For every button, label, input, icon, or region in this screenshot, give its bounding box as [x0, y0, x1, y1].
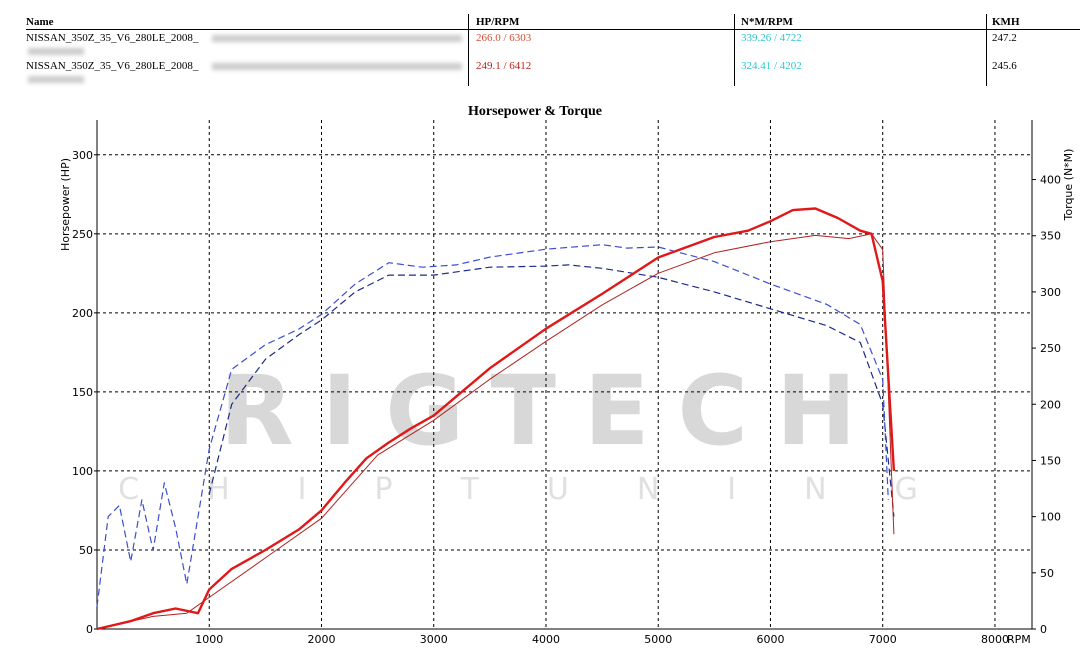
- chart: Horsepower & TorqueRIGTECHCHIPTUNING1000…: [59, 104, 1075, 646]
- series-line: [96, 207, 896, 631]
- redacted: [28, 76, 84, 83]
- col-rule: [986, 14, 987, 86]
- torque-rpm: 339.26 / 4722: [741, 32, 802, 44]
- x-tick-label: 7000: [869, 633, 897, 646]
- car-name: NISSAN_350Z_35_V6_280LE_2008_: [26, 60, 199, 72]
- x-tick-label: 6000: [756, 633, 784, 646]
- col-rule: [734, 14, 735, 86]
- y2-tick-label: 200: [1040, 398, 1061, 411]
- y-tick-label: 100: [72, 465, 93, 478]
- y-tick-label: 250: [72, 228, 93, 241]
- x-tick-label: 1000: [195, 633, 223, 646]
- y2-tick-label: 250: [1040, 342, 1061, 355]
- col-rule: [468, 14, 469, 86]
- car-name: NISSAN_350Z_35_V6_280LE_2008_: [26, 32, 199, 44]
- hp-rpm: 249.1 / 6412: [476, 60, 532, 72]
- y2-tick-label: 150: [1040, 454, 1061, 467]
- redacted: [28, 48, 84, 55]
- col-header: KMH: [992, 16, 1020, 28]
- y-tick-label: 0: [86, 623, 93, 636]
- y-tick-label: 200: [72, 307, 93, 320]
- x-tick-label: 4000: [532, 633, 560, 646]
- watermark-sub: CHIPTUNING: [118, 472, 986, 507]
- x-tick-label: 2000: [307, 633, 335, 646]
- x-tick-label: 3000: [420, 633, 448, 646]
- chart-title: Horsepower & Torque: [468, 104, 602, 119]
- torque-rpm: 324.41 / 4202: [741, 60, 802, 72]
- series-line: [96, 244, 889, 607]
- x-tick-label: 5000: [644, 633, 672, 646]
- y-tick-label: 300: [72, 149, 93, 162]
- hp-rpm: 266.0 / 6303: [476, 32, 532, 44]
- series-line: [96, 233, 895, 630]
- kmh: 245.6: [992, 60, 1017, 72]
- x-axis-label: RPM: [1007, 633, 1031, 646]
- y2-axis-label: Torque (N*M): [1062, 149, 1075, 222]
- header-rule: [26, 29, 1080, 30]
- y2-tick-label: 350: [1040, 230, 1061, 243]
- watermark: RIGTECH: [220, 355, 885, 467]
- y2-tick-label: 0: [1040, 623, 1047, 636]
- x-tick-label: 8000: [981, 633, 1009, 646]
- y2-tick-label: 100: [1040, 511, 1061, 524]
- col-header: HP/RPM: [476, 16, 520, 28]
- redacted: [212, 35, 462, 42]
- y-axis-label: Horsepower (HP): [59, 158, 72, 251]
- y-tick-label: 50: [79, 544, 93, 557]
- col-header: Name: [26, 16, 54, 28]
- y2-tick-label: 400: [1040, 174, 1061, 187]
- col-header: N*M/RPM: [741, 16, 793, 28]
- kmh: 247.2: [992, 32, 1017, 44]
- y-tick-label: 150: [72, 386, 93, 399]
- redacted: [212, 63, 462, 70]
- y2-tick-label: 50: [1040, 567, 1054, 580]
- y2-tick-label: 300: [1040, 286, 1061, 299]
- series-line: [208, 264, 895, 517]
